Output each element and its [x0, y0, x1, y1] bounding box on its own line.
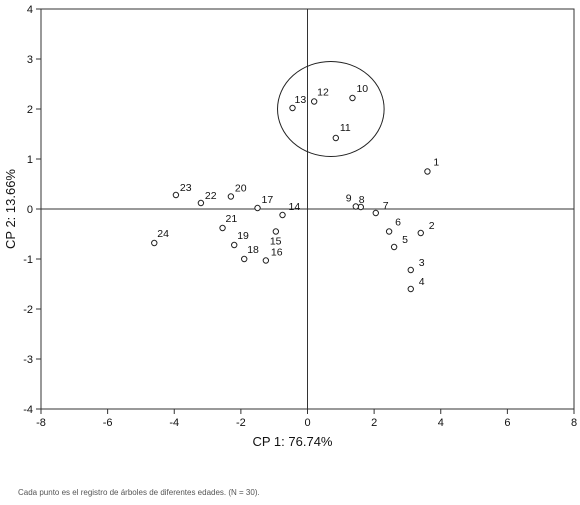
data-point [262, 257, 270, 264]
data-point [372, 209, 379, 217]
data-point-label: 7 [383, 200, 389, 212]
data-point-label: 16 [271, 247, 283, 259]
y-tick-label: 1 [27, 154, 33, 166]
data-point-label: 9 [346, 193, 352, 205]
y-axis-title: CP 2: 13.66% [3, 169, 18, 249]
data-point [310, 98, 318, 105]
data-point-label: 1 [433, 157, 439, 169]
data-point [352, 203, 360, 210]
data-point [417, 229, 424, 237]
data-point-label: 5 [402, 234, 408, 246]
y-tick-label: -1 [23, 254, 33, 266]
data-point [272, 228, 280, 235]
data-point-label: 6 [395, 217, 401, 229]
data-point-label: 11 [340, 122, 351, 134]
data-point-label: 22 [205, 190, 217, 202]
x-tick-label: 0 [304, 417, 310, 429]
x-tick-label: -8 [36, 417, 46, 429]
x-tick-label: 2 [371, 417, 377, 429]
y-tick-label: -2 [23, 304, 33, 316]
highlight-ellipse [277, 61, 385, 157]
data-point [390, 243, 398, 251]
y-tick-label: 0 [27, 204, 33, 216]
data-point-label: 10 [356, 83, 368, 95]
data-point-label: 17 [262, 194, 274, 206]
data-point [219, 224, 226, 232]
y-tick-label: 4 [27, 4, 33, 16]
y-tick-label: -3 [23, 354, 33, 366]
data-point [231, 241, 238, 249]
scatter-chart: -8 -6 -4 -2 0 2 4 6 8 -4 -3 -2 -1 0 1 2 3 4 CP 1: 76.74% CP… [3, 4, 577, 449]
data-point-label: 18 [247, 244, 259, 256]
x-axis-title: CP 1: 76.74% [253, 434, 333, 449]
data-point-label: 24 [157, 228, 169, 240]
data-point-label: 19 [237, 230, 249, 242]
data-point-label: 12 [317, 87, 329, 99]
data-point [407, 285, 414, 293]
data-point [385, 228, 393, 235]
x-tick-label: -2 [236, 417, 246, 429]
x-tick-label: 6 [504, 417, 510, 429]
y-tick-label: 2 [27, 104, 33, 116]
data-point-label: 13 [295, 94, 307, 106]
data-point-label: 21 [226, 213, 238, 225]
data-point [279, 211, 286, 219]
x-tick-label: 8 [571, 417, 577, 429]
data-point-label: 3 [419, 257, 425, 269]
data-point [227, 193, 235, 200]
data-point [289, 104, 296, 112]
data-point [254, 204, 261, 212]
data-point [407, 266, 414, 274]
data-point-label: 8 [359, 194, 365, 206]
x-tick-label: -6 [103, 417, 113, 429]
data-point [172, 191, 180, 199]
data-point [424, 168, 431, 175]
data-point-label: 15 [270, 236, 282, 248]
x-tick-label: -4 [169, 417, 179, 429]
data-point-label: 20 [235, 183, 247, 195]
data-point [197, 199, 205, 207]
y-tick-label: -4 [23, 404, 33, 416]
data-point [349, 94, 356, 102]
data-point [241, 255, 248, 263]
x-tick-label: 4 [438, 417, 444, 429]
data-point-label: 14 [289, 201, 301, 213]
data-point-label: 4 [419, 276, 425, 288]
figure-caption: Cada punto es el registro de árboles de … [18, 488, 260, 497]
y-tick-label: 3 [27, 54, 33, 66]
data-point-label: 2 [429, 220, 435, 232]
data-point-label: 23 [180, 182, 192, 194]
data-point [151, 239, 158, 247]
data-point [332, 134, 340, 142]
